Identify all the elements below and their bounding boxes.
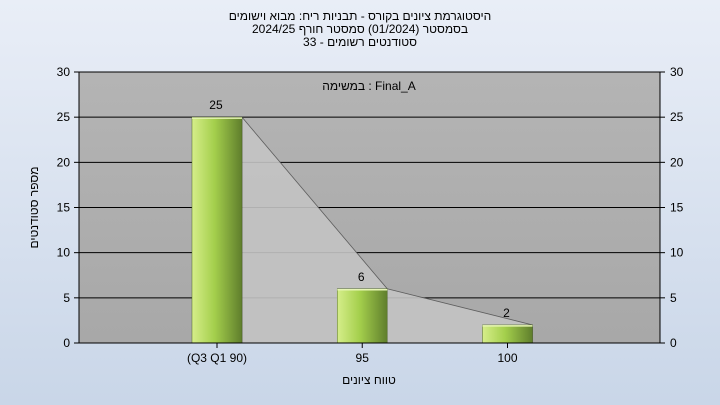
y-tick-label-left: 10 bbox=[57, 246, 71, 260]
y-tick-label-left: 30 bbox=[57, 65, 71, 79]
x-tick-label: (Q3 Q1 90) bbox=[187, 351, 247, 365]
y-tick-label-right: 10 bbox=[670, 246, 684, 260]
chart-annotation: במשימה : Final_A bbox=[322, 79, 416, 93]
title-line-1: היסטוגרמת ציונים בקורס - תבניות ריח: מבו… bbox=[228, 9, 492, 23]
bar bbox=[482, 324, 533, 344]
bar-value-label: 25 bbox=[209, 98, 223, 112]
bar bbox=[191, 116, 243, 344]
y-tick-label-left: 25 bbox=[57, 110, 71, 124]
axes: 0 0 5 5 10 10 15 15 20 20 25 25 30 30 (Q3 Q1 90) 95 100 bbox=[57, 65, 684, 365]
y-tick-label-right: 0 bbox=[670, 336, 677, 350]
y-tick-label-left: 0 bbox=[63, 336, 70, 350]
y-tick-label-right: 25 bbox=[670, 110, 684, 124]
chart-title: היסטוגרמת ציונים בקורס - תבניות ריח: מבו… bbox=[0, 10, 720, 49]
y-tick-label-left: 15 bbox=[57, 201, 71, 215]
y-tick-label-left: 5 bbox=[63, 291, 70, 305]
y-tick-label-left: 20 bbox=[57, 155, 71, 169]
title-line-3: סטודנטים רשומים - 33 bbox=[303, 35, 417, 49]
bar-value-label: 6 bbox=[358, 270, 365, 284]
x-tick-label: 100 bbox=[497, 351, 517, 365]
title-line-2: בסמסטר (01/2024) סמסטר חורף 2024/25 bbox=[251, 22, 469, 36]
y-tick-label-right: 15 bbox=[670, 201, 684, 215]
y-tick-label-right: 20 bbox=[670, 155, 684, 169]
x-axis-title: טווח ציונים bbox=[342, 373, 396, 387]
y-tick-label-right: 30 bbox=[670, 65, 684, 79]
y-axis-title: מספר סטודנטים bbox=[27, 166, 41, 248]
x-tick-label: 95 bbox=[356, 351, 370, 365]
gridlines bbox=[79, 71, 660, 299]
bars: 25 6 2 bbox=[191, 98, 533, 344]
bar bbox=[336, 288, 388, 344]
y-tick-label-right: 5 bbox=[670, 291, 677, 305]
bar-value-label: 2 bbox=[503, 306, 510, 320]
